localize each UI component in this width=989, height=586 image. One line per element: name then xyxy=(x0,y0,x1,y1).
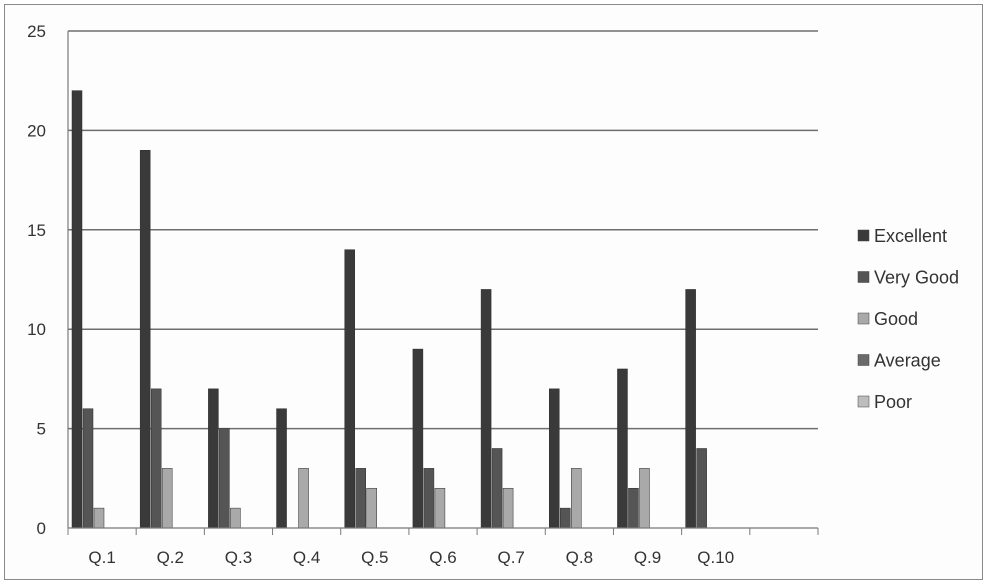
bar-very-good xyxy=(491,448,503,529)
bar-very-good xyxy=(696,448,707,529)
bar-good xyxy=(230,507,241,529)
bar-excellent xyxy=(617,368,628,529)
bar-excellent xyxy=(208,388,219,529)
x-tick-label: Q.4 xyxy=(293,548,320,567)
x-tick-label: Q.9 xyxy=(634,548,661,567)
y-tick-label: 25 xyxy=(27,22,46,41)
bar-good xyxy=(434,487,446,529)
bar-very-good xyxy=(219,428,230,529)
x-axis-ticks: Q.1 Q.2 Q.3 Q.4 Q.5 Q.6 Q.7 Q.8 Q.9 Q.10 xyxy=(88,548,734,567)
bar-very-good xyxy=(628,487,639,529)
legend-swatch xyxy=(857,395,870,408)
bar-good xyxy=(571,468,582,529)
x-tick-label: Q.2 xyxy=(157,548,184,567)
gridlines xyxy=(68,30,818,430)
bar-good xyxy=(502,487,514,529)
bar-excellent xyxy=(412,348,424,529)
bar-excellent xyxy=(139,150,151,529)
bar-excellent xyxy=(71,90,83,529)
legend-label: Average xyxy=(874,351,941,371)
bar-excellent xyxy=(549,388,560,529)
x-tick-label: Q.6 xyxy=(429,548,456,567)
bar-excellent xyxy=(480,289,492,529)
legend-label: Excellent xyxy=(874,226,947,246)
bar-very-good xyxy=(355,468,366,529)
legend-label: Good xyxy=(874,309,918,329)
legend-label: Poor xyxy=(874,392,912,412)
bar-good xyxy=(93,507,105,529)
x-tick-label: Q.5 xyxy=(361,548,388,567)
x-tick-label: Q.3 xyxy=(225,548,252,567)
axes xyxy=(67,31,819,535)
y-tick-label: 15 xyxy=(27,221,46,240)
x-tick-label: Q.10 xyxy=(697,548,734,567)
bar-excellent xyxy=(344,249,355,529)
bar-very-good xyxy=(560,507,571,529)
bar-excellent xyxy=(276,408,287,529)
legend-label: Very Good xyxy=(874,268,959,288)
y-axis-ticks: 0 5 10 15 20 25 xyxy=(27,22,46,538)
bar-good xyxy=(161,468,173,529)
bar-good xyxy=(298,468,309,529)
legend-swatch xyxy=(857,312,870,325)
y-tick-label: 5 xyxy=(37,420,46,439)
bar-good xyxy=(366,487,377,529)
x-tick-label: Q.8 xyxy=(566,548,593,567)
legend: Excellent Very Good Good Average Poor xyxy=(857,226,959,412)
bar-good xyxy=(639,468,650,529)
x-tick-label: Q.7 xyxy=(497,548,524,567)
y-tick-label: 20 xyxy=(27,121,46,140)
legend-swatch xyxy=(857,354,870,366)
x-tick-label: Q.1 xyxy=(88,548,115,567)
legend-swatch xyxy=(857,271,870,283)
bar-very-good xyxy=(150,388,162,529)
legend-swatch xyxy=(857,229,870,242)
bar-very-good xyxy=(82,408,94,529)
bar-excellent xyxy=(685,289,696,529)
bar-very-good xyxy=(423,468,435,529)
bars xyxy=(71,90,707,529)
y-tick-label: 10 xyxy=(27,320,46,339)
y-tick-label: 0 xyxy=(37,519,46,538)
